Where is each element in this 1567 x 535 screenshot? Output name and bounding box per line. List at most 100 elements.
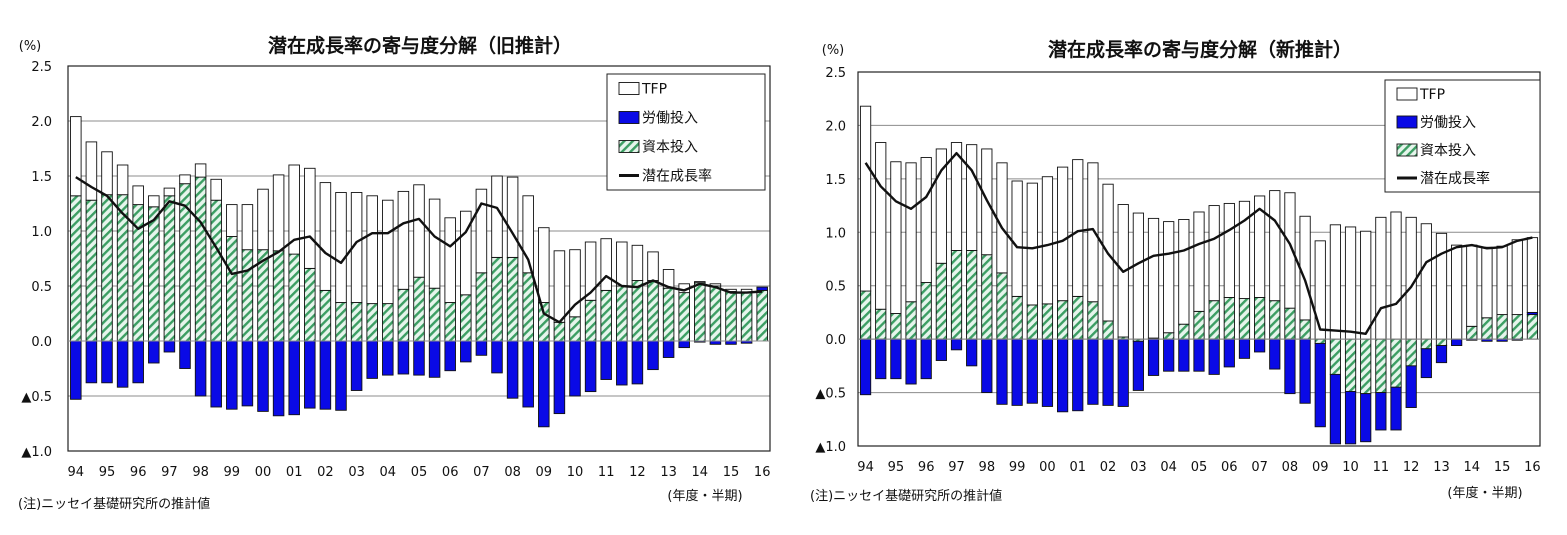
bar-tfp — [241, 204, 254, 251]
bar-tfp — [1344, 226, 1357, 340]
bar-labor-input — [163, 340, 176, 353]
bar-tfp — [1269, 190, 1281, 302]
bar-capital-input — [709, 285, 722, 342]
y-tick-label: 1.0 — [31, 225, 52, 240]
bar-tfp — [460, 210, 472, 296]
bar-capital-input — [966, 250, 978, 340]
bar-capital-input — [725, 291, 737, 342]
x-tick-label: 14 — [1464, 460, 1481, 475]
bar-tfp — [538, 227, 550, 303]
bar-capital-input — [1178, 323, 1190, 340]
bar-tfp — [1254, 195, 1266, 298]
bar-tfp — [163, 187, 176, 197]
y-tick-label: 0.0 — [825, 333, 846, 348]
y-tick-label: ▲0.5 — [815, 387, 846, 402]
legend-label: TFP — [1419, 87, 1445, 103]
bar-capital-input — [444, 302, 456, 342]
bar-capital-input — [460, 294, 472, 342]
bar-tfp — [491, 175, 503, 258]
bar-capital-input — [662, 287, 675, 342]
x-tick-label: 08 — [1282, 460, 1299, 475]
bar-capital-input — [1511, 314, 1523, 340]
bar-labor-input — [678, 340, 690, 349]
bar-capital-input — [1041, 303, 1054, 340]
bar-labor-input — [875, 338, 887, 380]
bar-labor-input — [553, 340, 566, 415]
bar-capital-input — [935, 262, 947, 340]
bar-labor-input — [397, 340, 410, 375]
x-tick-label: 11 — [1373, 460, 1390, 475]
y-tick-label: 2.5 — [825, 66, 846, 81]
bar-labor-input — [179, 340, 191, 369]
bar-labor-input — [257, 340, 269, 412]
bar-capital-input — [1314, 338, 1326, 344]
bar-tfp — [1193, 211, 1205, 312]
bar-labor-input — [859, 338, 872, 396]
bar-tfp — [1132, 212, 1144, 340]
bar-tfp — [272, 174, 285, 252]
bar-tfp — [226, 204, 238, 237]
bar-capital-input — [859, 290, 872, 340]
y-tick-label: 2.0 — [825, 119, 846, 134]
y-axis-unit: (%) — [822, 43, 845, 58]
bar-capital-input — [475, 272, 488, 342]
x-tick-label: 97 — [161, 465, 178, 480]
bar-capital-input — [905, 301, 917, 340]
bar-labor-input — [1117, 338, 1129, 407]
bar-capital-input — [397, 288, 410, 342]
legend-label: 労働投入 — [642, 111, 698, 127]
x-tick-label: 01 — [1069, 460, 1086, 475]
bar-labor-input — [1193, 338, 1205, 372]
bar-tfp — [1420, 223, 1432, 340]
bar-tfp — [694, 281, 706, 284]
bar-labor-input — [1147, 338, 1160, 376]
bar-tfp — [444, 217, 456, 303]
legend-label: 労働投入 — [1420, 115, 1476, 131]
bar-tfp — [920, 157, 932, 283]
x-tick-label: 13 — [660, 465, 677, 480]
bar-labor-input — [631, 340, 644, 385]
bar-tfp — [304, 167, 316, 269]
bar-tfp — [85, 141, 98, 201]
y-tick-label: 0.5 — [825, 280, 846, 295]
bar-tfp — [996, 162, 1008, 274]
bar-labor-input — [1269, 338, 1281, 370]
y-tick-label: 2.0 — [31, 115, 52, 130]
bar-tfp — [1147, 217, 1160, 339]
bar-capital-input — [1223, 297, 1235, 340]
x-tick-label: 11 — [598, 465, 615, 480]
bar-labor-input — [226, 340, 238, 410]
bar-labor-input — [647, 340, 659, 371]
bar-capital-input — [553, 321, 566, 342]
bar-labor-input — [920, 338, 932, 380]
bar-tfp — [950, 142, 963, 251]
bar-tfp — [382, 199, 394, 305]
bar-labor-input — [756, 286, 768, 291]
source-note: (注)ニッセイ基礎研究所の推計値 — [810, 488, 1002, 504]
bar-tfp — [413, 184, 425, 278]
x-tick-label: 04 — [380, 465, 397, 480]
line-potential-growth — [75, 176, 763, 324]
bar-labor-input — [116, 340, 129, 388]
bar-labor-input — [1238, 338, 1251, 359]
bar-labor-input — [1072, 338, 1084, 412]
bar-tfp — [1496, 245, 1508, 316]
x-tick-label: 08 — [504, 465, 521, 480]
bar-tfp — [935, 148, 947, 264]
bar-labor-input — [1041, 338, 1054, 407]
bar-tfp — [1163, 221, 1175, 334]
bar-capital-input — [694, 282, 706, 342]
bar-labor-input — [538, 340, 550, 428]
x-tick-label: 06 — [442, 465, 459, 480]
bar-tfp — [1178, 219, 1190, 325]
bar-capital-input — [1087, 301, 1099, 340]
y-tick-label: 2.5 — [31, 60, 52, 75]
bar-labor-input — [616, 340, 628, 386]
bar-tfp — [1208, 205, 1220, 302]
bar-labor-input — [132, 340, 144, 384]
bar-labor-input — [905, 338, 917, 385]
bar-tfp — [1329, 224, 1342, 340]
bar-tfp — [194, 163, 207, 178]
x-tick-label: 10 — [1342, 460, 1359, 475]
